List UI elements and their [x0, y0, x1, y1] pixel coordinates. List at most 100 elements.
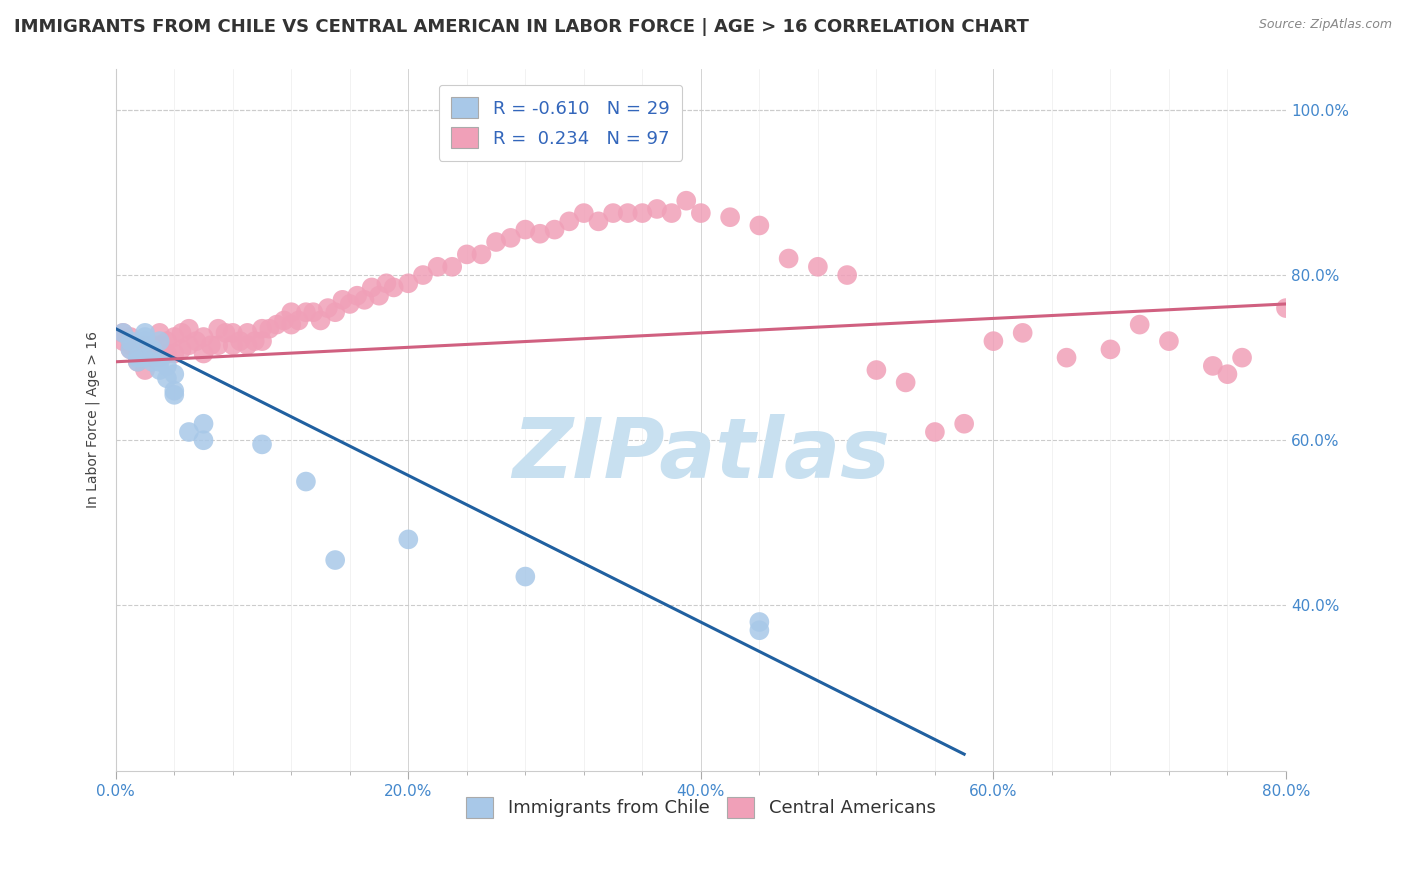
Text: IMMIGRANTS FROM CHILE VS CENTRAL AMERICAN IN LABOR FORCE | AGE > 16 CORRELATION : IMMIGRANTS FROM CHILE VS CENTRAL AMERICA…	[14, 18, 1029, 36]
Point	[295, 475, 318, 489]
Point	[134, 338, 156, 352]
Point	[865, 363, 887, 377]
Point	[120, 330, 142, 344]
Point	[1230, 351, 1253, 365]
Point	[156, 346, 179, 360]
Point	[295, 305, 318, 319]
Point	[163, 346, 186, 360]
Point	[602, 206, 624, 220]
Point	[396, 277, 419, 291]
Point	[229, 334, 252, 348]
Point	[193, 417, 215, 431]
Point	[141, 351, 163, 365]
Point	[375, 277, 398, 291]
Point	[127, 351, 149, 365]
Point	[222, 338, 245, 352]
Point	[120, 343, 142, 357]
Point	[543, 222, 565, 236]
Legend: Immigrants from Chile, Central Americans: Immigrants from Chile, Central Americans	[458, 789, 943, 825]
Point	[149, 334, 172, 348]
Point	[120, 334, 142, 348]
Point	[236, 338, 259, 352]
Point	[186, 334, 208, 348]
Point	[515, 222, 537, 236]
Point	[134, 351, 156, 365]
Point	[1202, 359, 1225, 373]
Point	[156, 359, 179, 373]
Point	[236, 326, 259, 340]
Point	[287, 313, 309, 327]
Point	[661, 206, 683, 220]
Point	[302, 305, 325, 319]
Point	[778, 252, 800, 266]
Point	[983, 334, 1005, 348]
Text: Source: ZipAtlas.com: Source: ZipAtlas.com	[1258, 18, 1392, 31]
Point	[441, 260, 464, 274]
Point	[163, 330, 186, 344]
Point	[718, 211, 741, 225]
Point	[250, 334, 273, 348]
Point	[485, 235, 508, 249]
Point	[259, 322, 281, 336]
Point	[170, 326, 193, 340]
Point	[316, 301, 339, 315]
Point	[127, 343, 149, 357]
Point	[1056, 351, 1078, 365]
Point	[193, 434, 215, 448]
Point	[149, 355, 172, 369]
Point	[368, 288, 391, 302]
Point	[177, 425, 200, 439]
Point	[163, 367, 186, 381]
Point	[353, 293, 375, 307]
Point	[382, 280, 405, 294]
Point	[112, 326, 135, 340]
Point	[837, 268, 859, 282]
Point	[360, 280, 382, 294]
Point	[631, 206, 654, 220]
Point	[134, 330, 156, 344]
Point	[645, 202, 668, 216]
Point	[250, 437, 273, 451]
Point	[149, 363, 172, 377]
Point	[112, 326, 135, 340]
Point	[141, 343, 163, 357]
Point	[149, 351, 172, 365]
Point	[748, 615, 770, 629]
Point	[1011, 326, 1033, 340]
Point	[1157, 334, 1180, 348]
Point	[149, 338, 172, 352]
Point	[214, 326, 236, 340]
Point	[266, 318, 288, 332]
Point	[243, 334, 266, 348]
Point	[134, 326, 156, 340]
Point	[339, 297, 361, 311]
Point	[170, 343, 193, 357]
Point	[134, 351, 156, 365]
Text: ZIPatlas: ZIPatlas	[512, 414, 890, 495]
Point	[616, 206, 638, 220]
Point	[470, 247, 492, 261]
Point	[134, 363, 156, 377]
Point	[141, 355, 163, 369]
Y-axis label: In Labor Force | Age > 16: In Labor Force | Age > 16	[86, 331, 100, 508]
Point	[112, 334, 135, 348]
Point	[572, 206, 595, 220]
Point	[332, 293, 354, 307]
Point	[200, 338, 222, 352]
Point	[120, 343, 142, 357]
Point	[748, 624, 770, 638]
Point	[141, 338, 163, 352]
Point	[588, 214, 610, 228]
Point	[273, 313, 295, 327]
Point	[280, 318, 302, 332]
Point	[127, 355, 149, 369]
Point	[309, 313, 332, 327]
Point	[1099, 343, 1122, 357]
Point	[163, 384, 186, 398]
Point	[529, 227, 551, 241]
Point	[193, 346, 215, 360]
Point	[149, 326, 172, 340]
Point	[177, 322, 200, 336]
Point	[134, 334, 156, 348]
Point	[675, 194, 697, 208]
